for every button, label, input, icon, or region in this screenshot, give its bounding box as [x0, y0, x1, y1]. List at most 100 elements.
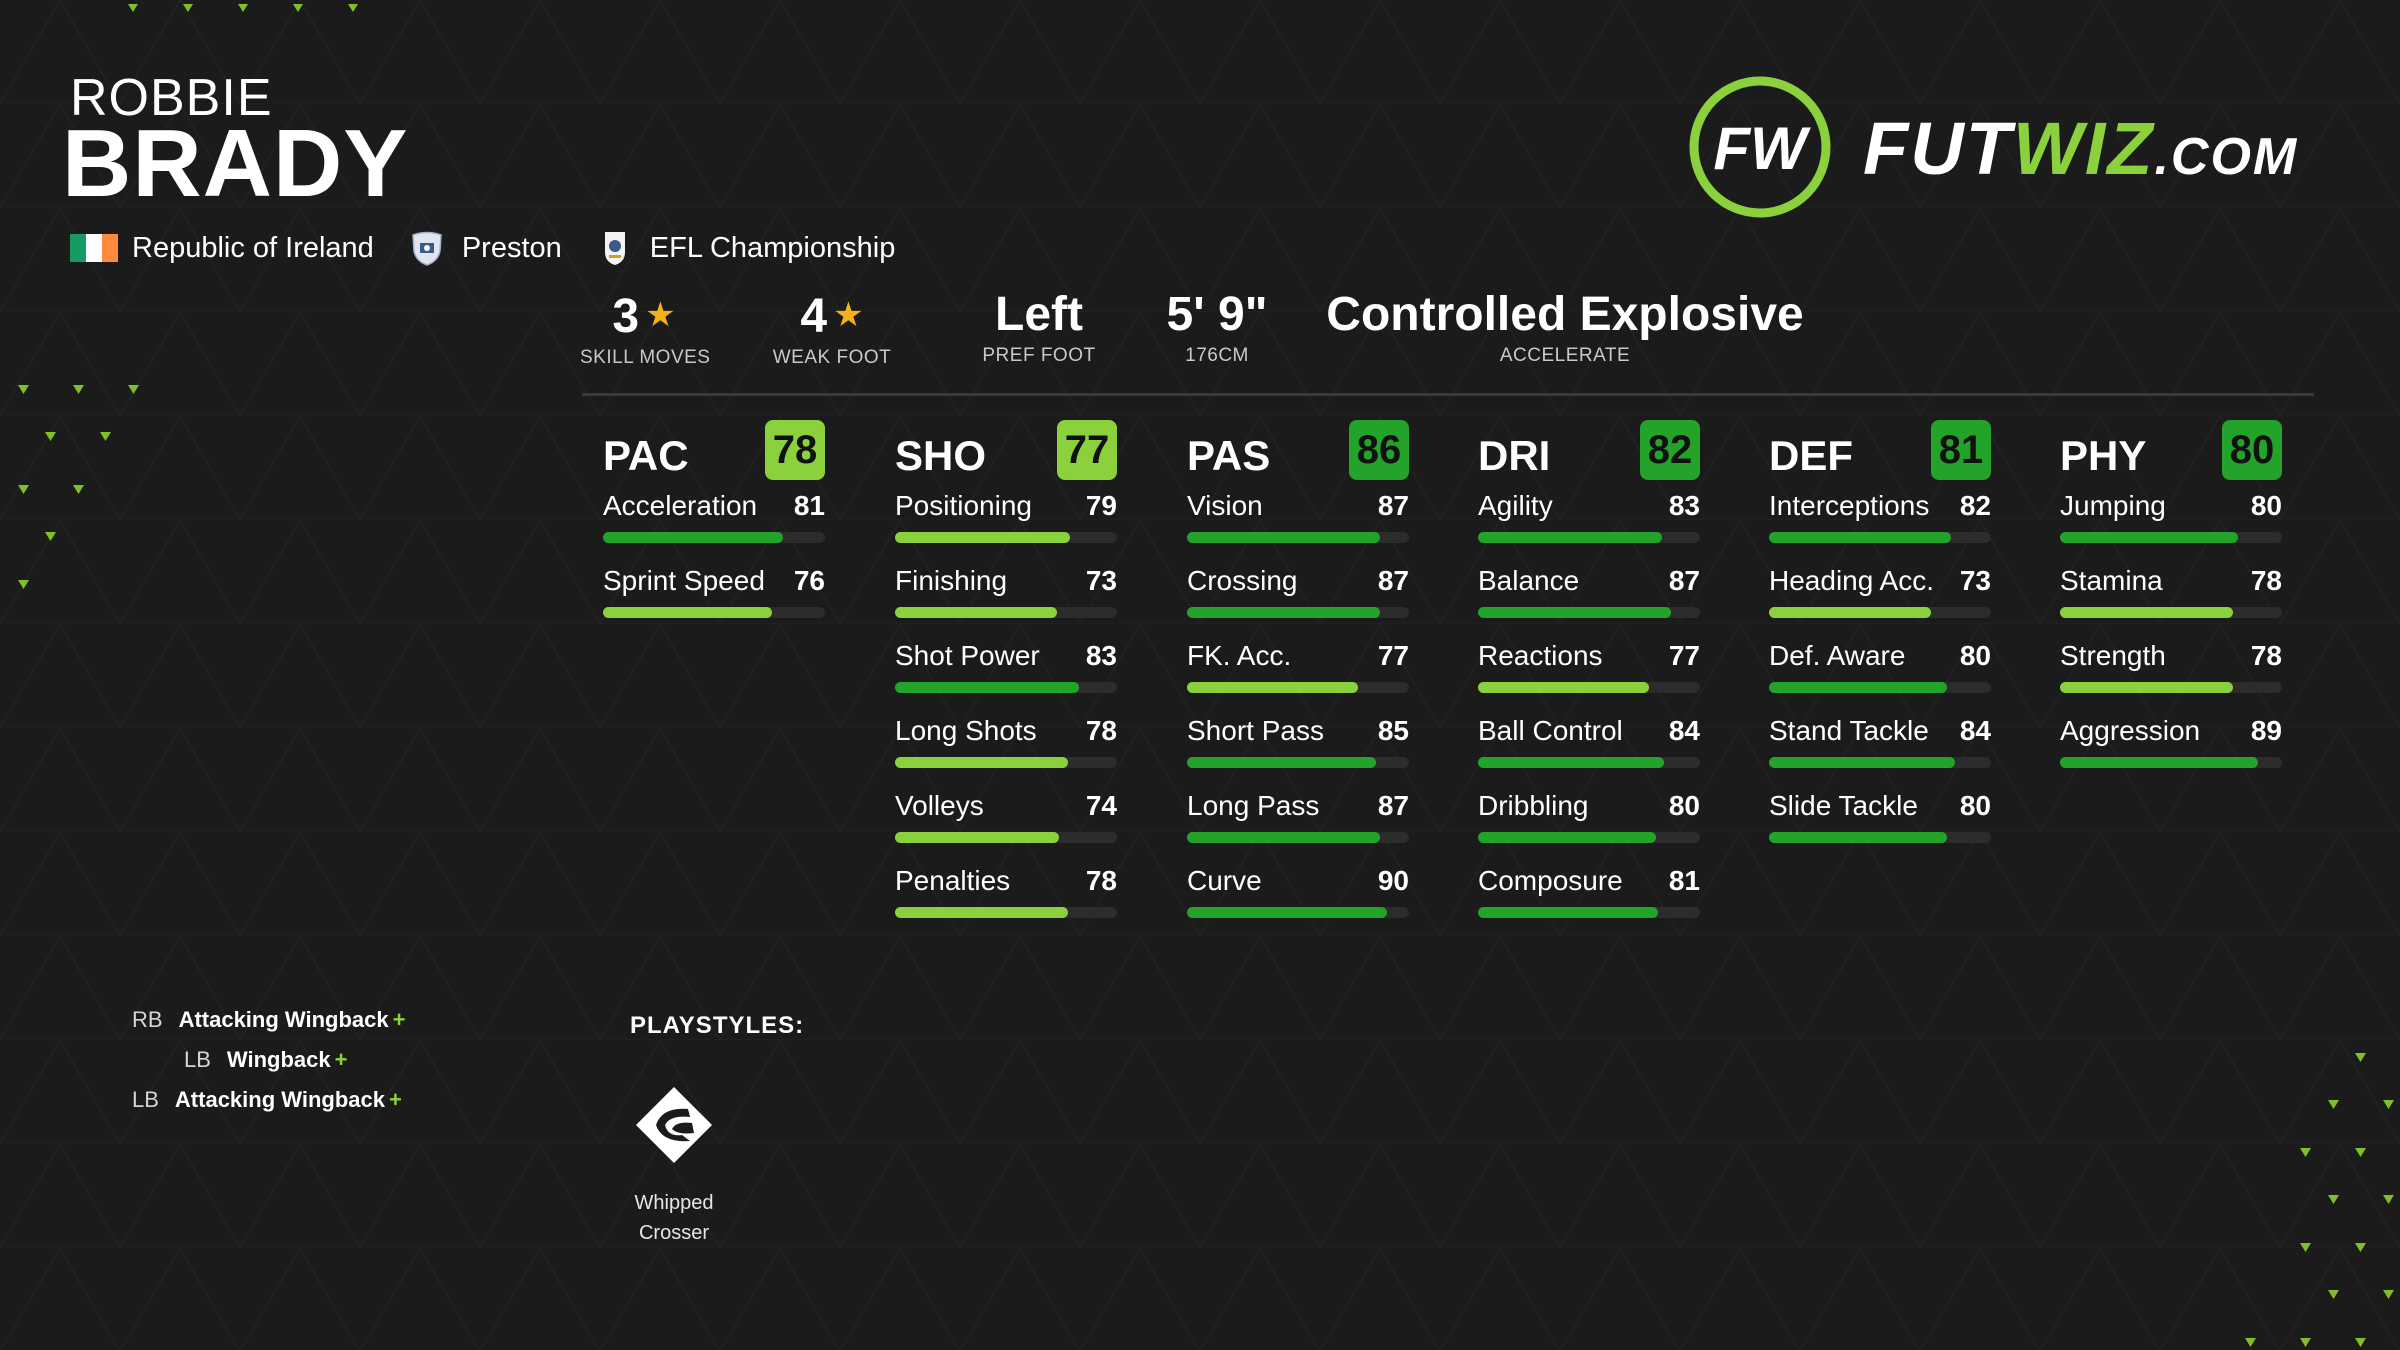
stat-value: 78 — [2250, 565, 2282, 596]
skill-moves-label: SKILL MOVES — [580, 347, 711, 368]
stat-row: Def. Aware 80 — [1769, 640, 1991, 715]
stat-name: Finishing — [895, 565, 1008, 596]
stat-name: Def. Aware — [1769, 640, 1906, 671]
stat-row: Long Shots 78 — [895, 715, 1117, 790]
stat-name: Strength — [2060, 640, 2166, 671]
stat-header: PAC 78 — [603, 418, 825, 490]
star-icon: ★ — [833, 296, 864, 334]
stat-row: Agility 83 — [1478, 490, 1700, 565]
league-name: EFL Championship — [649, 231, 896, 264]
position-item[interactable]: LB Wingback + — [184, 1047, 348, 1073]
stat-name: Curve — [1187, 865, 1262, 896]
stat-abbr: PHY — [2060, 432, 2147, 479]
stat-name: FK. Acc. — [1187, 640, 1292, 671]
stat-bar-fill — [895, 832, 1060, 843]
nation[interactable]: Republic of Ireland — [70, 232, 374, 265]
plus-icon: + — [334, 1047, 348, 1072]
stat-abbr: SHO — [895, 432, 987, 479]
playstyles-title: PLAYSTYLES: — [630, 1012, 805, 1039]
stat-column-dri: DRI 82 Agility 83 Balance 87 Reactions 77 Ball C… — [1478, 418, 1700, 940]
stat-header: DEF 81 — [1769, 418, 1991, 490]
stat-bar-track — [1187, 682, 1409, 693]
stat-row: Sprint Speed 76 — [603, 565, 825, 640]
stat-value: 78 — [2250, 640, 2282, 671]
stat-bar-track — [1478, 832, 1700, 843]
stat-bar-track — [2060, 682, 2282, 693]
stat-bar-track — [1187, 532, 1409, 543]
position-item[interactable]: LB Attacking Wingback + — [132, 1087, 402, 1113]
stat-bar-fill — [1769, 757, 1956, 768]
position-code: RB — [132, 1007, 163, 1032]
stat-row: FK. Acc. 77 — [1187, 640, 1409, 715]
stat-bar-track — [2060, 607, 2282, 618]
stat-bar-track — [895, 607, 1117, 618]
stat-row: Positioning 79 — [895, 490, 1117, 565]
plus-icon: + — [388, 1087, 402, 1112]
stat-bar-track — [1187, 832, 1409, 843]
stat-bar-track — [895, 757, 1117, 768]
efl-championship-icon — [604, 232, 625, 265]
stat-row: Jumping 80 — [2060, 490, 2282, 565]
whipped-crosser-icon[interactable] — [632, 1083, 716, 1167]
acceleration-type-label: ACCELERATE — [1499, 345, 1631, 366]
league[interactable]: EFL Championship — [596, 229, 896, 267]
stat-bar-fill — [2060, 532, 2238, 543]
stat-name: Stamina — [2060, 565, 2163, 596]
stat-row: Heading Acc. 73 — [1769, 565, 1991, 640]
stat-column-phy: PHY 80 Jumping 80 Stamina 78 Strength 78 Aggress… — [2060, 418, 2282, 790]
stat-value: 80 — [1959, 640, 1991, 671]
stat-rating-badge: 78 — [765, 420, 825, 480]
stat-bar-track — [895, 832, 1117, 843]
player-last-name: BRADY — [62, 110, 409, 217]
stat-bar-track — [1769, 757, 1991, 768]
stat-row: Stand Tackle 84 — [1769, 715, 1991, 790]
stat-row: Ball Control 84 — [1478, 715, 1700, 790]
stat-bar-track — [895, 907, 1117, 918]
stat-header: PAS 86 — [1187, 418, 1409, 490]
stat-abbr: PAC — [603, 432, 689, 479]
stat-bar-fill — [1769, 607, 1932, 618]
skill-moves-value: 3 — [612, 290, 640, 343]
stat-name: Aggression — [2060, 715, 2201, 746]
stat-column-def: DEF 81 Interceptions 82 Heading Acc. 73 Def. A… — [1769, 418, 1991, 865]
weak-foot: 4 ★ WEAK FOOT — [768, 285, 896, 375]
stat-value: 78 — [1085, 715, 1117, 746]
stat-value: 78 — [1085, 865, 1117, 896]
stat-bar-fill — [1769, 832, 1947, 843]
futwiz-logo[interactable]: FW FUTWIZ.COM — [1688, 72, 2328, 222]
club-name: Preston — [461, 231, 562, 264]
position-name: Attacking Wingback — [174, 1087, 385, 1112]
stat-bar-fill — [1187, 832, 1381, 843]
stat-bar-track — [1187, 907, 1409, 918]
stat-bar-track — [1769, 832, 1991, 843]
stat-row: Long Pass 87 — [1187, 790, 1409, 865]
stat-header: PHY 80 — [2060, 418, 2282, 490]
stat-name: Acceleration — [603, 490, 758, 521]
stat-column-pac: PAC 78 Acceleration 81 Sprint Speed 76 — [603, 418, 825, 640]
stat-value: 81 — [793, 490, 825, 521]
stat-value: 73 — [1959, 565, 1991, 596]
position-code: LB — [184, 1047, 211, 1072]
stat-name: Agility — [1478, 490, 1553, 521]
stat-value: 80 — [1668, 790, 1700, 821]
stat-bar-fill — [1478, 532, 1663, 543]
stat-rating-badge: 82 — [1640, 420, 1700, 480]
stat-row: Acceleration 81 — [603, 490, 825, 565]
stat-bar-fill — [895, 607, 1058, 618]
stat-bar-track — [1478, 532, 1700, 543]
stat-value: 79 — [1085, 490, 1117, 521]
stat-name: Stand Tackle — [1769, 715, 1929, 746]
ireland-flag-icon — [70, 234, 118, 262]
stat-value: 84 — [1668, 715, 1700, 746]
stat-header: DRI 82 — [1478, 418, 1700, 490]
nation-name: Republic of Ireland — [132, 231, 374, 264]
stat-bar-fill — [1187, 907, 1387, 918]
stat-abbr: DEF — [1769, 432, 1853, 479]
stat-rating-badge: 80 — [2222, 420, 2282, 480]
stat-column-sho: SHO 77 Positioning 79 Finishing 73 Shot Power 8… — [895, 418, 1117, 940]
stat-value: 87 — [1377, 565, 1409, 596]
club[interactable]: Preston — [408, 229, 562, 267]
stat-row: Aggression 89 — [2060, 715, 2282, 790]
stat-bar-track — [603, 532, 825, 543]
position-item[interactable]: RB Attacking Wingback + — [132, 1007, 405, 1033]
